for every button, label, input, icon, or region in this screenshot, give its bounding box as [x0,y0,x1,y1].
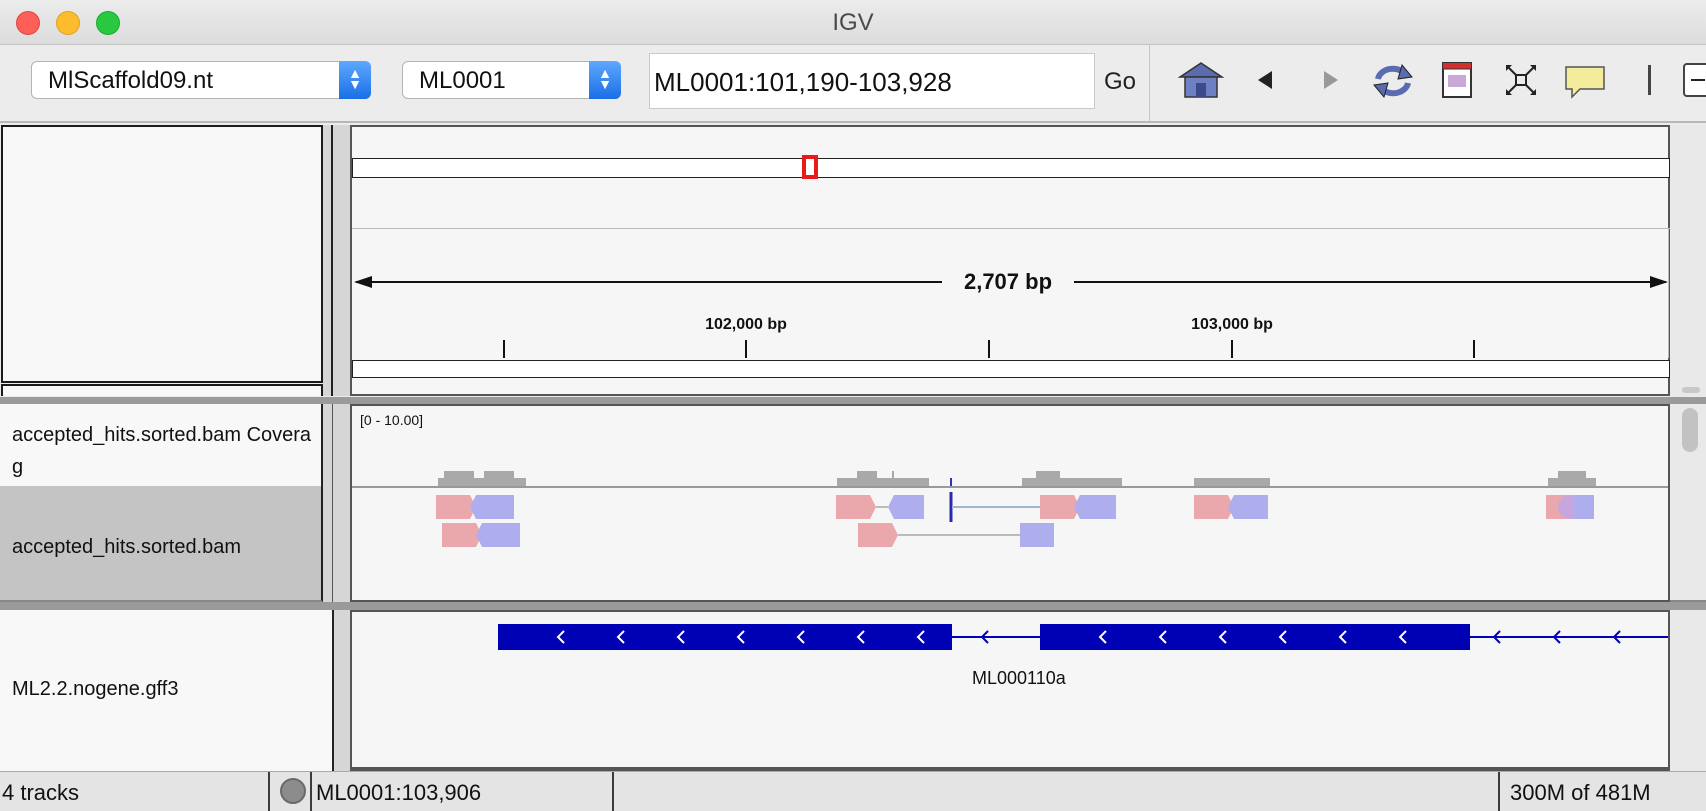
ruler-tick-label-103000: 103,000 bp [1191,316,1273,333]
data-scrollbar-area [1670,404,1706,602]
minus-icon [1691,79,1705,81]
alignment-graphic [436,471,1596,547]
header-name-panel [1,125,323,383]
coverage-range-label: [0 - 10.00] [360,412,424,428]
gene-track-name[interactable]: ML2.2.nogene.gff3 [12,678,179,700]
toolbar: MlScaffold09.nt ▲ ▼ ML0001 ▲ ▼ ML0001:101,… [0,45,1706,123]
genome-value: MlScaffold09.nt [48,67,213,94]
track-count: 4 tracks [0,772,270,811]
feature-name-panel: ML2.2.nogene.gff3 [0,610,334,771]
attribute-panel-data [323,404,350,602]
resize-to-window-icon[interactable] [1496,55,1546,105]
region-navigator-icon[interactable] [1432,55,1482,105]
chromosome-ideogram[interactable] [352,158,1670,178]
chromosome-value: ML0001 [419,67,506,94]
back-arrow-icon[interactable] [1240,55,1290,105]
window-title: IGV [832,9,874,36]
exon-1 [498,624,952,650]
attribute-panel-feature [334,610,350,771]
coverage-baseline [352,486,1668,488]
busy-indicator-icon [280,778,306,804]
header-scrollbar-area [1670,125,1706,396]
zoom-out-button[interactable] [1683,63,1706,97]
chromosome-dropdown[interactable]: ML0001 ▲ ▼ [402,61,621,99]
go-button[interactable]: Go [1104,68,1137,95]
alignment-track-name: accepted_hits.sorted.bam [12,536,242,558]
forward-arrow-icon[interactable] [1304,55,1354,105]
coverage-track-name[interactable]: accepted_hits.sorted.bam Coverag e [12,424,312,478]
gene-model-graphic [498,624,1668,650]
ruler-span-label: 2,707 bp [963,269,1053,294]
chevron-updown-icon: ▲ ▼ [589,61,621,99]
gene-label[interactable]: ML000110a [972,668,1066,688]
feature-scrollbar-area [1670,610,1706,771]
refresh-icon[interactable] [1368,55,1418,105]
attribute-panel [323,125,350,396]
memory-usage: 300M of 481M [1510,780,1651,805]
activity-indicator [272,772,312,811]
aligned-reads [436,492,1594,547]
popup-text-icon[interactable] [1560,55,1610,105]
header-scrollbar-thumb[interactable] [1682,387,1700,393]
ruler-graphic [354,276,1668,358]
close-window-button[interactable] [16,11,40,35]
header-name-panel-strip [1,384,323,396]
feature-data-panel: ML000110a [350,610,1670,771]
status-bar: 4 tracks ML0001:103,906 300M of 481M [0,771,1706,811]
home-icon[interactable] [1176,55,1226,105]
ruler-top-border [352,228,1670,229]
zoom-window-button[interactable] [96,11,120,35]
header-data-panel: 2,707 bp 102,000 bp 103,000 bp [350,125,1670,396]
ruler-tick-label-102000: 102,000 bp [705,316,787,333]
ruler-right-border [1668,228,1669,358]
ruler-bottom-bar [352,360,1670,378]
minimize-window-button[interactable] [56,11,80,35]
zoom-slider-divider [1648,65,1651,95]
panel-divider-feature[interactable] [0,602,1706,610]
chevron-updown-icon: ▲ ▼ [339,61,371,99]
title-bar: IGV [0,0,1706,45]
alignment-track-row[interactable]: accepted_hits.sorted.bam [0,486,321,600]
panel-divider[interactable] [0,397,1706,404]
locus-search-input[interactable]: ML0001:101,190-103,928 [649,53,1095,109]
status-message [620,772,1500,811]
current-region-box[interactable] [802,155,818,179]
data-name-panel: accepted_hits.sorted.bam Coverag e accep… [0,404,323,602]
cursor-position: ML0001:103,906 [314,772,614,811]
coverage-bars [438,471,1596,486]
exon-2 [1040,624,1470,650]
toolbar-divider [1149,45,1150,121]
alignment-data-panel: [0 - 10.00] [350,404,1670,602]
genome-dropdown[interactable]: MlScaffold09.nt ▲ ▼ [31,61,371,99]
data-scrollbar-thumb[interactable] [1682,408,1698,452]
